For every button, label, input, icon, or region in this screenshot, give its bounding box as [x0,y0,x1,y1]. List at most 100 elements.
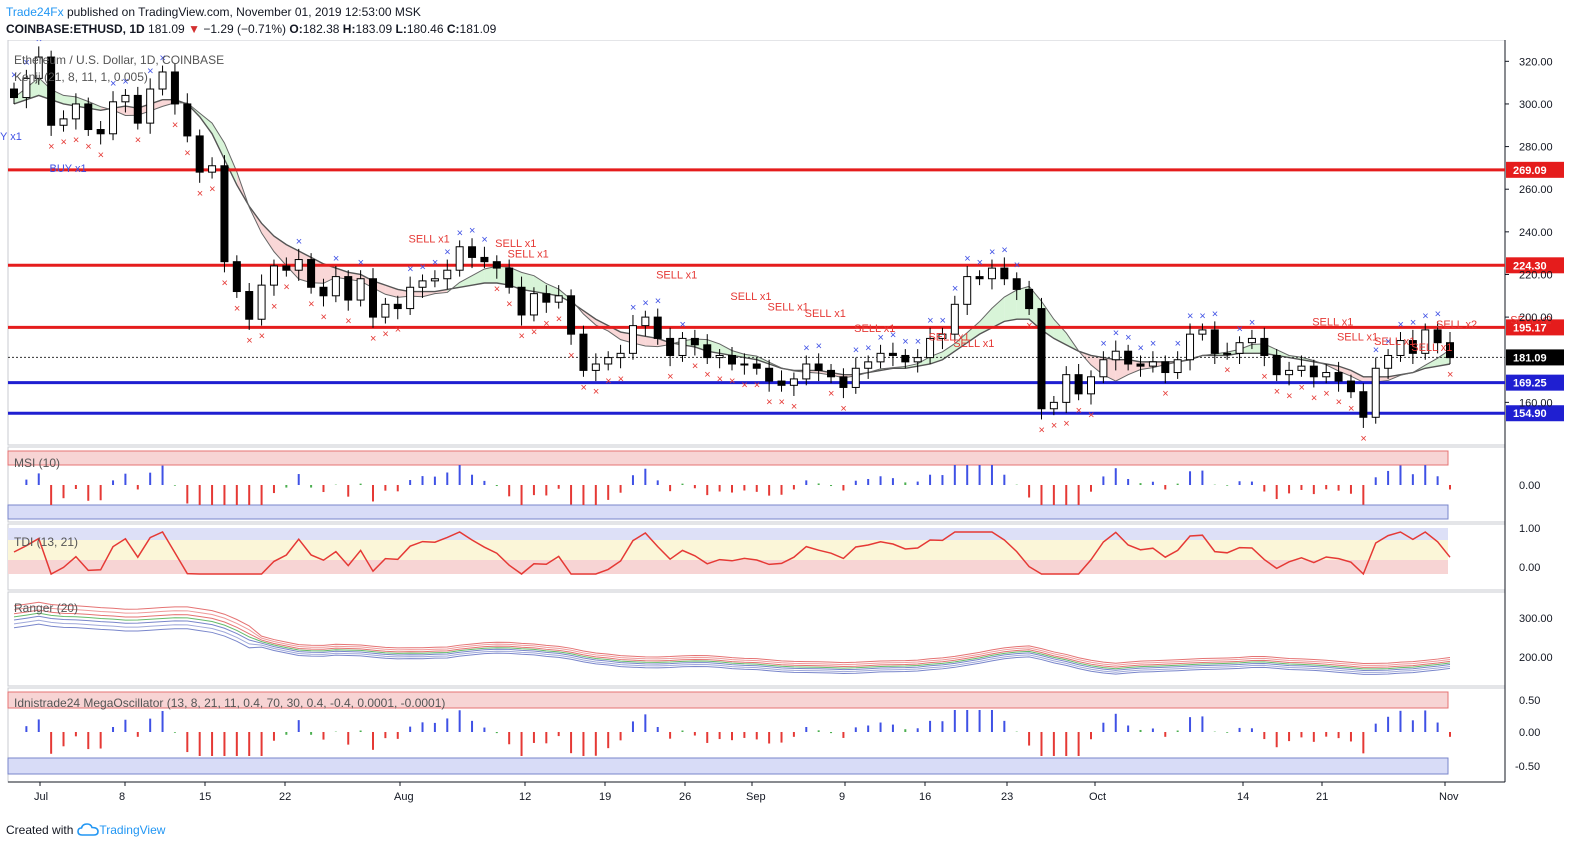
sell-marker-icon: × [840,403,846,415]
candle-up [1396,340,1405,356]
sell-marker-icon: × [98,149,104,161]
buy-marker-icon: × [1199,311,1205,323]
sell-marker-icon: × [506,299,512,311]
candle-up [926,337,935,359]
candle-up [1285,369,1294,376]
price-tick-label: 220.00 [1519,269,1553,281]
buy-marker-icon: × [457,227,463,239]
band-segment [385,285,398,298]
band-segment [1425,358,1438,369]
sell-marker-icon: × [345,316,351,328]
candle-down [1433,329,1442,344]
candle-up [208,165,217,173]
price-tick-label: 200.00 [1519,312,1553,324]
candle-up [455,246,464,271]
buy-marker-icon: × [11,70,17,82]
price-change: −1.29 (−0.71%) [203,22,287,36]
candle-down [542,293,551,303]
candle-down [195,135,204,173]
high-value: 183.09 [355,22,393,36]
candle-down [888,352,897,356]
band-segment [459,275,473,288]
sell-marker-icon: × [1076,405,1082,417]
level-label: 169.25 [1513,378,1547,390]
sell-marker-icon: × [729,375,735,387]
tdi-label: TDI (13, 21) [14,535,78,549]
signal-label: SELL x1 [1411,342,1452,354]
candle-down [839,376,848,388]
level-label: 195.17 [1513,322,1547,334]
ranger-pane [7,591,1506,687]
signal-label: SELL x1 [953,338,994,350]
sell-marker-icon: × [1447,369,1453,381]
signal-label: SELL x2 [1510,315,1551,327]
buy-marker-icon: × [122,76,128,88]
buy-marker-icon: × [160,53,166,65]
time-tick-label: 26 [679,791,691,803]
signal-label: SELL x1 [1337,332,1378,344]
candle-up [876,352,885,363]
high-label: H: [342,22,356,36]
time-tick-label: Jul [34,791,48,803]
sell-marker-icon: × [234,303,240,315]
buy-marker-icon: × [989,247,995,259]
price-tick-label: 300.00 [1519,99,1553,111]
candle-up [789,378,798,386]
msi-label: MSI (10) [14,456,60,470]
level-label-box [1506,374,1564,391]
buy-marker-icon: × [1138,342,1144,354]
buy-marker-icon: × [1410,317,1416,329]
sell-marker-icon: × [1336,397,1342,409]
buy-marker-icon: × [927,315,933,327]
signal-label: SELL x1 [805,308,846,320]
created-with-text: Created with [6,823,74,837]
sell-marker-icon: × [1360,433,1366,445]
buy-marker-icon: × [1001,244,1007,256]
buy-marker-icon: × [296,236,302,248]
sell-marker-icon: × [61,137,67,149]
time-tick-label: Sep [746,791,766,803]
tradingview-logo[interactable]: TradingView [77,823,165,837]
sell-marker-icon: × [320,311,326,323]
candle-down [1346,380,1355,393]
buy-marker-icon: × [1113,328,1119,340]
level-label-box [1506,257,1564,274]
chart-title: Ethereum / U.S. Dollar, 1D, COINBASE [14,53,224,67]
candle-down [1272,354,1281,376]
sell-marker-icon: × [791,401,797,413]
mega-tick-label: 0.50 [1519,695,1540,707]
candle-up [418,280,427,288]
sell-marker-icon: × [766,397,772,409]
candle-down [84,103,93,131]
candle-down [1012,278,1021,290]
candle-down [468,246,477,258]
band-segment [991,297,1005,328]
band-segment [954,332,968,352]
price-tick-label: 240.00 [1519,227,1553,239]
candle-down [1074,374,1083,395]
candle-up [1062,374,1071,403]
time-tick-label: 22 [279,791,291,803]
chart-canvas[interactable]: 269.09 224.30 195.17 181.09 169.25 154.90 × × × ×… [0,40,1572,812]
sell-marker-icon: × [382,329,388,341]
candle-up [1186,333,1195,361]
buy-marker-icon: × [1100,338,1106,350]
candle-up [1049,401,1058,410]
publisher-name[interactable]: Trade24Fx [6,5,64,19]
candle-up [331,276,340,297]
ranger-line [13,612,1451,670]
msi-upper-zone [7,450,1449,466]
band-segment [472,268,485,286]
buy-marker-icon: × [1212,308,1218,320]
buy-marker-icon: × [1385,336,1391,348]
tradingview-text[interactable]: TradingView [99,823,166,837]
candle-up [604,357,613,365]
candle-up [34,56,43,79]
band-segment [1053,319,1067,345]
buy-marker-icon: × [1125,332,1131,344]
candle-down [282,265,291,271]
candle-up [591,363,600,371]
candle-up [121,94,130,103]
candle-down [505,267,514,288]
candle-down [901,354,910,363]
